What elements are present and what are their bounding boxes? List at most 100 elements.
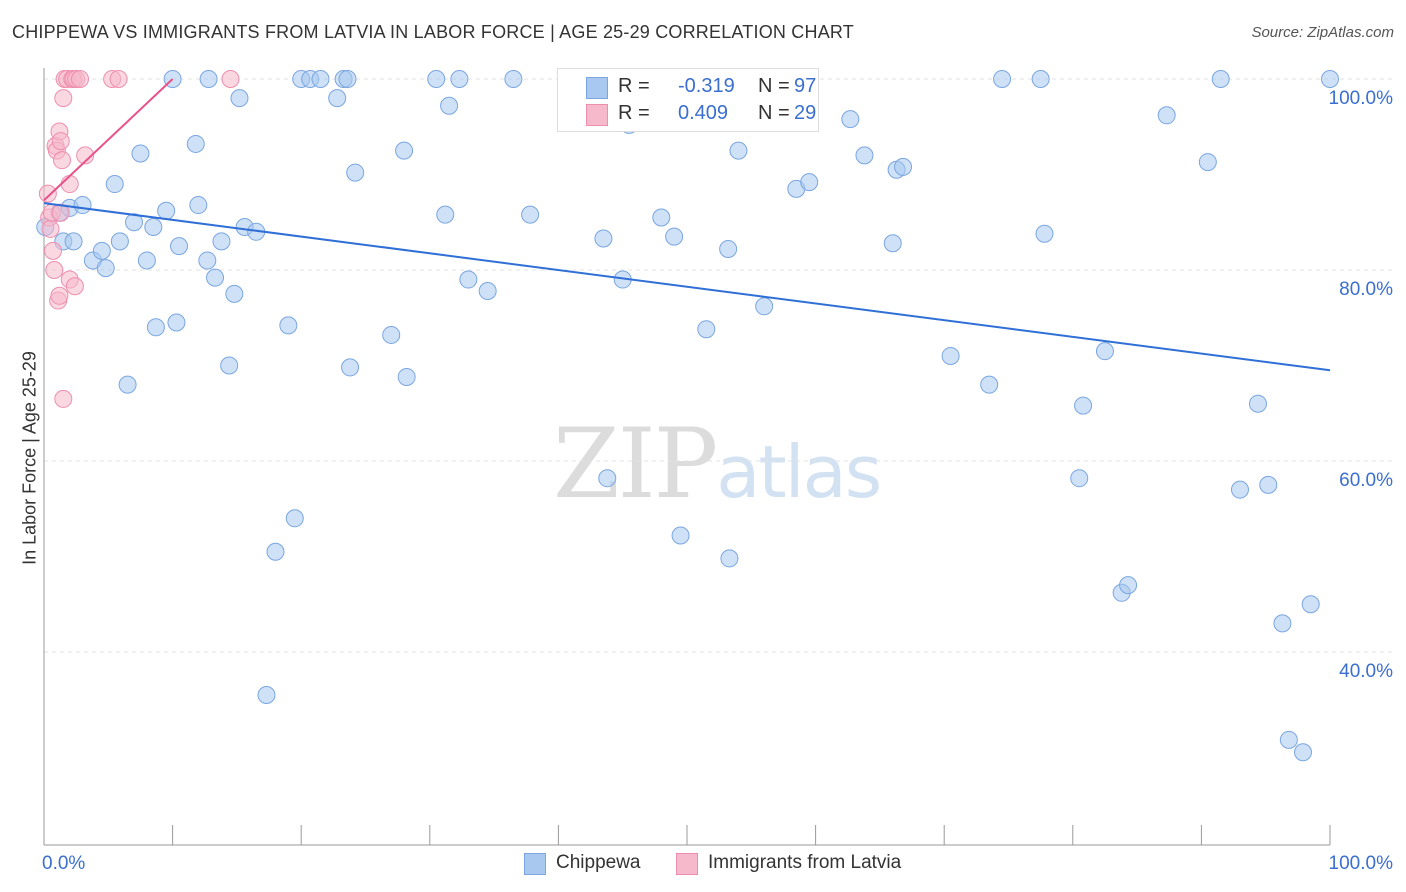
- chippewa-point: [395, 141, 414, 160]
- chippewa-point: [64, 232, 83, 251]
- chippewa-point: [144, 218, 163, 237]
- chippewa-point: [170, 237, 189, 256]
- chippewa-point: [131, 144, 150, 163]
- chippewa-point: [73, 196, 92, 215]
- chippewa-point: [993, 70, 1012, 88]
- chippewa-point: [1273, 614, 1292, 633]
- latvia-point: [53, 151, 72, 170]
- latvia-trend-line: [43, 78, 174, 202]
- chippewa-point: [729, 141, 748, 160]
- chippewa-point: [440, 96, 459, 115]
- y-tick-label: 80.0%: [1339, 279, 1393, 300]
- chippewa-point: [1095, 342, 1114, 361]
- legend-swatch-latvia: [676, 853, 698, 875]
- stats-swatch-latvia: [586, 104, 608, 126]
- stats-n-value: 29: [794, 102, 817, 124]
- chippewa-point: [1279, 730, 1298, 749]
- chippewa-point: [225, 284, 244, 303]
- chippewa-point: [719, 239, 738, 258]
- chippewa-point: [800, 173, 819, 192]
- latvia-point: [60, 175, 79, 194]
- latvia-point: [38, 184, 57, 203]
- watermark-zip: ZIP: [553, 408, 718, 520]
- chippewa-point: [105, 175, 124, 194]
- chippewa-point: [1259, 475, 1278, 494]
- latvia-point: [54, 89, 73, 108]
- source-label: Source: ZipAtlas.com: [1251, 24, 1394, 41]
- chippewa-point: [118, 375, 137, 394]
- stats-n-label: N =: [758, 75, 790, 97]
- chippewa-point: [1157, 106, 1176, 125]
- latvia-point: [51, 132, 70, 151]
- chippewa-point: [110, 232, 129, 251]
- chippewa-point: [697, 320, 716, 339]
- chippewa-point: [427, 70, 446, 88]
- chippewa-point: [1248, 394, 1267, 413]
- chippewa-point: [1119, 576, 1138, 595]
- latvia-point: [51, 203, 70, 222]
- chippewa-point: [338, 70, 357, 88]
- chippewa-point: [279, 316, 298, 335]
- chippewa-point: [206, 268, 225, 287]
- chippewa-point: [1293, 743, 1312, 762]
- chippewa-point: [1198, 153, 1217, 172]
- chippewa-point: [598, 469, 617, 488]
- latvia-point: [76, 146, 95, 165]
- chippewa-point: [504, 70, 523, 88]
- chippewa-point: [96, 259, 115, 278]
- chippewa-point: [266, 542, 285, 561]
- stats-box: R = -0.319 N = 97 R = 0.409 N = 29: [557, 68, 819, 132]
- chippewa-point: [125, 213, 144, 232]
- chippewa-point: [311, 70, 330, 88]
- chippewa-point: [186, 134, 205, 153]
- chippewa-point: [450, 70, 469, 88]
- latvia-point: [50, 286, 69, 305]
- chippewa-point: [720, 549, 739, 568]
- y-tick-label: 100.0%: [1329, 88, 1394, 109]
- stats-swatch-chippewa: [586, 77, 608, 99]
- chippewa-point: [137, 251, 156, 270]
- chippewa-point: [198, 251, 217, 270]
- chippewa-point: [1230, 480, 1249, 499]
- chippewa-point: [665, 227, 684, 246]
- stats-n-label: N =: [758, 102, 790, 124]
- stats-r-label: R =: [618, 75, 650, 97]
- legend-swatch-chippewa: [524, 853, 546, 875]
- y-tick-label: 60.0%: [1339, 470, 1393, 491]
- chippewa-point: [478, 282, 497, 301]
- legend-label-latvia: Immigrants from Latvia: [708, 852, 902, 873]
- stats-r-label: R =: [618, 102, 650, 124]
- chippewa-point: [841, 110, 860, 129]
- chippewa-point: [212, 232, 231, 251]
- chippewa-point: [92, 241, 111, 260]
- chippewa-point: [328, 89, 347, 108]
- y-axis-label: In Labor Force | Age 25-29: [19, 351, 40, 565]
- latvia-point: [65, 277, 84, 296]
- chippewa-point: [382, 325, 401, 344]
- watermark: ZIPatlas: [553, 408, 882, 520]
- chippewa-point: [157, 201, 176, 220]
- chart-title: CHIPPEWA VS IMMIGRANTS FROM LATVIA IN LA…: [12, 22, 854, 42]
- chippewa-point: [341, 358, 360, 377]
- y-tick-label: 40.0%: [1339, 661, 1393, 682]
- chippewa-point: [941, 346, 960, 365]
- chippewa-point: [1301, 595, 1320, 614]
- chippewa-point: [980, 375, 999, 394]
- chippewa-point: [1070, 469, 1089, 488]
- x-tick-label: 100.0%: [1329, 853, 1394, 874]
- chippewa-point: [594, 229, 613, 248]
- chippewa-point: [167, 313, 186, 332]
- latvia-point: [41, 219, 60, 238]
- chippewa-trend-line: [43, 202, 1331, 372]
- chippewa-point: [199, 70, 218, 88]
- chippewa-point: [189, 196, 208, 215]
- latvia-point: [71, 70, 90, 88]
- latvia-point: [44, 241, 63, 260]
- stats-r-value: 0.409: [678, 102, 729, 124]
- latvia-point: [45, 261, 64, 279]
- chippewa-point: [894, 157, 913, 176]
- chippewa-point: [1074, 396, 1093, 415]
- chippewa-point: [220, 356, 239, 375]
- chippewa-point: [855, 146, 874, 165]
